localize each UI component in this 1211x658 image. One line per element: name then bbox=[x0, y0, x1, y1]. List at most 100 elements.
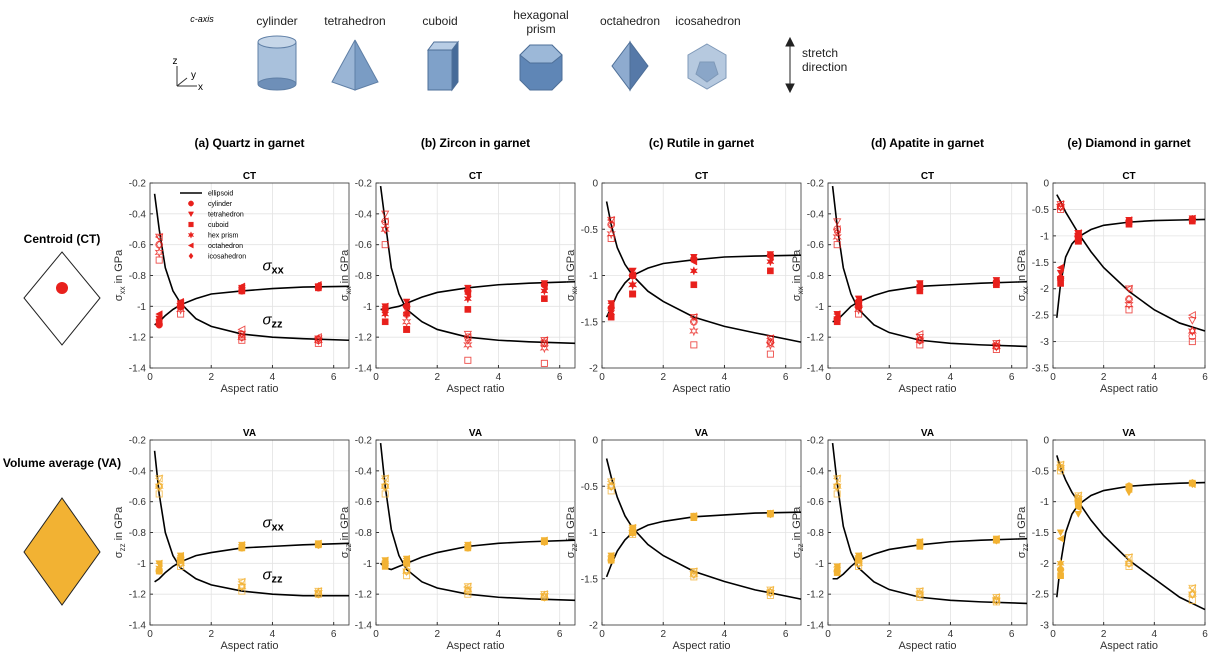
curve bbox=[1056, 455, 1206, 611]
y-label-text: in GPa bbox=[1016, 506, 1028, 541]
marker bbox=[188, 200, 194, 207]
marker bbox=[689, 325, 699, 337]
marker bbox=[541, 338, 548, 348]
y-label-symbol: σ bbox=[565, 294, 577, 301]
y-label-symbol: σ bbox=[1016, 551, 1028, 558]
plot-frame bbox=[827, 182, 1028, 369]
marker bbox=[315, 282, 322, 291]
marker bbox=[992, 340, 1001, 348]
y-label-text: in GPa bbox=[565, 249, 577, 284]
y-axis-label: σzz in GPa bbox=[791, 506, 805, 558]
y-axis-label: σxx in GPa bbox=[1016, 249, 1030, 301]
marker bbox=[463, 339, 473, 351]
marker bbox=[401, 316, 412, 328]
x-tick-label: 0 bbox=[599, 372, 605, 383]
annotation-symbol: σ bbox=[262, 567, 272, 584]
x-label: x bbox=[198, 82, 203, 93]
y-tick-label: -0.4 bbox=[355, 209, 373, 220]
marker bbox=[992, 593, 1000, 602]
x-axis-label: Aspect ratio bbox=[898, 640, 956, 652]
marker bbox=[237, 331, 247, 343]
x-tick-label: 0 bbox=[373, 629, 379, 640]
x-tick-label: 6 bbox=[1202, 629, 1208, 640]
marker bbox=[539, 590, 550, 602]
marker bbox=[628, 267, 637, 276]
marker bbox=[541, 280, 548, 289]
marker bbox=[767, 509, 774, 519]
y-tick-label: -0.4 bbox=[807, 466, 825, 477]
y-tick-label: -0.5 bbox=[1032, 205, 1050, 216]
y-tick-label: -1 bbox=[589, 271, 598, 282]
x-tick-label: 6 bbox=[331, 629, 337, 640]
y-tick-label: -0.6 bbox=[355, 497, 373, 508]
x-tick-label: 2 bbox=[208, 372, 214, 383]
marker bbox=[381, 309, 390, 319]
marker bbox=[690, 281, 698, 289]
y-axis-label: σxx in GPa bbox=[113, 249, 127, 301]
marker bbox=[855, 554, 862, 563]
marker bbox=[156, 563, 163, 573]
y-tick-label: -0.8 bbox=[355, 271, 373, 282]
marker bbox=[690, 573, 698, 581]
marker bbox=[403, 566, 410, 576]
curve bbox=[153, 450, 349, 597]
plot-frame bbox=[149, 182, 350, 369]
marker bbox=[832, 231, 842, 243]
marker bbox=[1057, 463, 1064, 473]
x-tick-label: 4 bbox=[496, 629, 502, 640]
marker bbox=[607, 481, 615, 491]
marker bbox=[1187, 310, 1196, 320]
shape-label: icosahedron bbox=[675, 14, 741, 28]
marker bbox=[381, 318, 389, 326]
axes-icon bbox=[176, 66, 197, 87]
legend-label: tetrahedron bbox=[208, 212, 244, 219]
marker bbox=[1057, 559, 1064, 568]
marker bbox=[540, 286, 549, 296]
y-tick-label: -2.5 bbox=[1032, 311, 1050, 322]
annotation: σxx bbox=[262, 257, 284, 276]
c-axis-label: c-axis bbox=[190, 14, 214, 24]
plot-frame bbox=[1052, 439, 1206, 626]
marker bbox=[855, 310, 863, 318]
shape-label: cuboid bbox=[422, 14, 458, 28]
marker bbox=[1056, 269, 1065, 277]
marker bbox=[689, 313, 699, 322]
marker bbox=[238, 587, 246, 595]
legend-label: hex prism bbox=[208, 233, 239, 240]
y-tick-label: -1.2 bbox=[807, 333, 825, 344]
cylinder-icon bbox=[257, 35, 297, 91]
marker bbox=[464, 586, 472, 596]
y-tick-label: -1 bbox=[589, 528, 598, 539]
y-tick-label: -0.4 bbox=[807, 209, 825, 220]
x-tick-label: 0 bbox=[373, 372, 379, 383]
x-tick-label: 0 bbox=[825, 629, 831, 640]
y-tick-label: -2 bbox=[589, 364, 598, 375]
octahedron-icon bbox=[611, 40, 649, 92]
marker bbox=[608, 554, 615, 563]
marker bbox=[1075, 494, 1082, 504]
marker bbox=[464, 286, 471, 296]
marker bbox=[177, 554, 184, 563]
z-label: z bbox=[173, 56, 178, 67]
marker bbox=[1125, 562, 1133, 570]
x-tick-label: 0 bbox=[1050, 372, 1056, 383]
x-tick-label: 4 bbox=[1152, 372, 1158, 383]
x-tick-label: 2 bbox=[1101, 629, 1107, 640]
marker bbox=[855, 558, 862, 568]
y-label-symbol: σ bbox=[113, 551, 125, 558]
marker bbox=[1125, 216, 1133, 226]
y-label-sub: zz bbox=[1021, 543, 1030, 551]
y-tick-label: -1.4 bbox=[129, 621, 147, 632]
marker bbox=[766, 335, 775, 343]
x-axis-label: Aspect ratio bbox=[672, 383, 730, 395]
plot-title: CT bbox=[243, 171, 256, 182]
y-tick-label: -1 bbox=[815, 302, 824, 313]
x-tick-label: 6 bbox=[783, 629, 789, 640]
y-tick-label: -1.2 bbox=[355, 590, 373, 601]
x-tick-label: 2 bbox=[434, 372, 440, 383]
y-tick-label: -1.4 bbox=[129, 364, 147, 375]
y-tick-label: -0.8 bbox=[807, 528, 825, 539]
y-tick-label: -0.5 bbox=[581, 482, 599, 493]
y-label-text: in GPa bbox=[791, 249, 803, 284]
annotation-symbol: σ bbox=[262, 257, 272, 274]
